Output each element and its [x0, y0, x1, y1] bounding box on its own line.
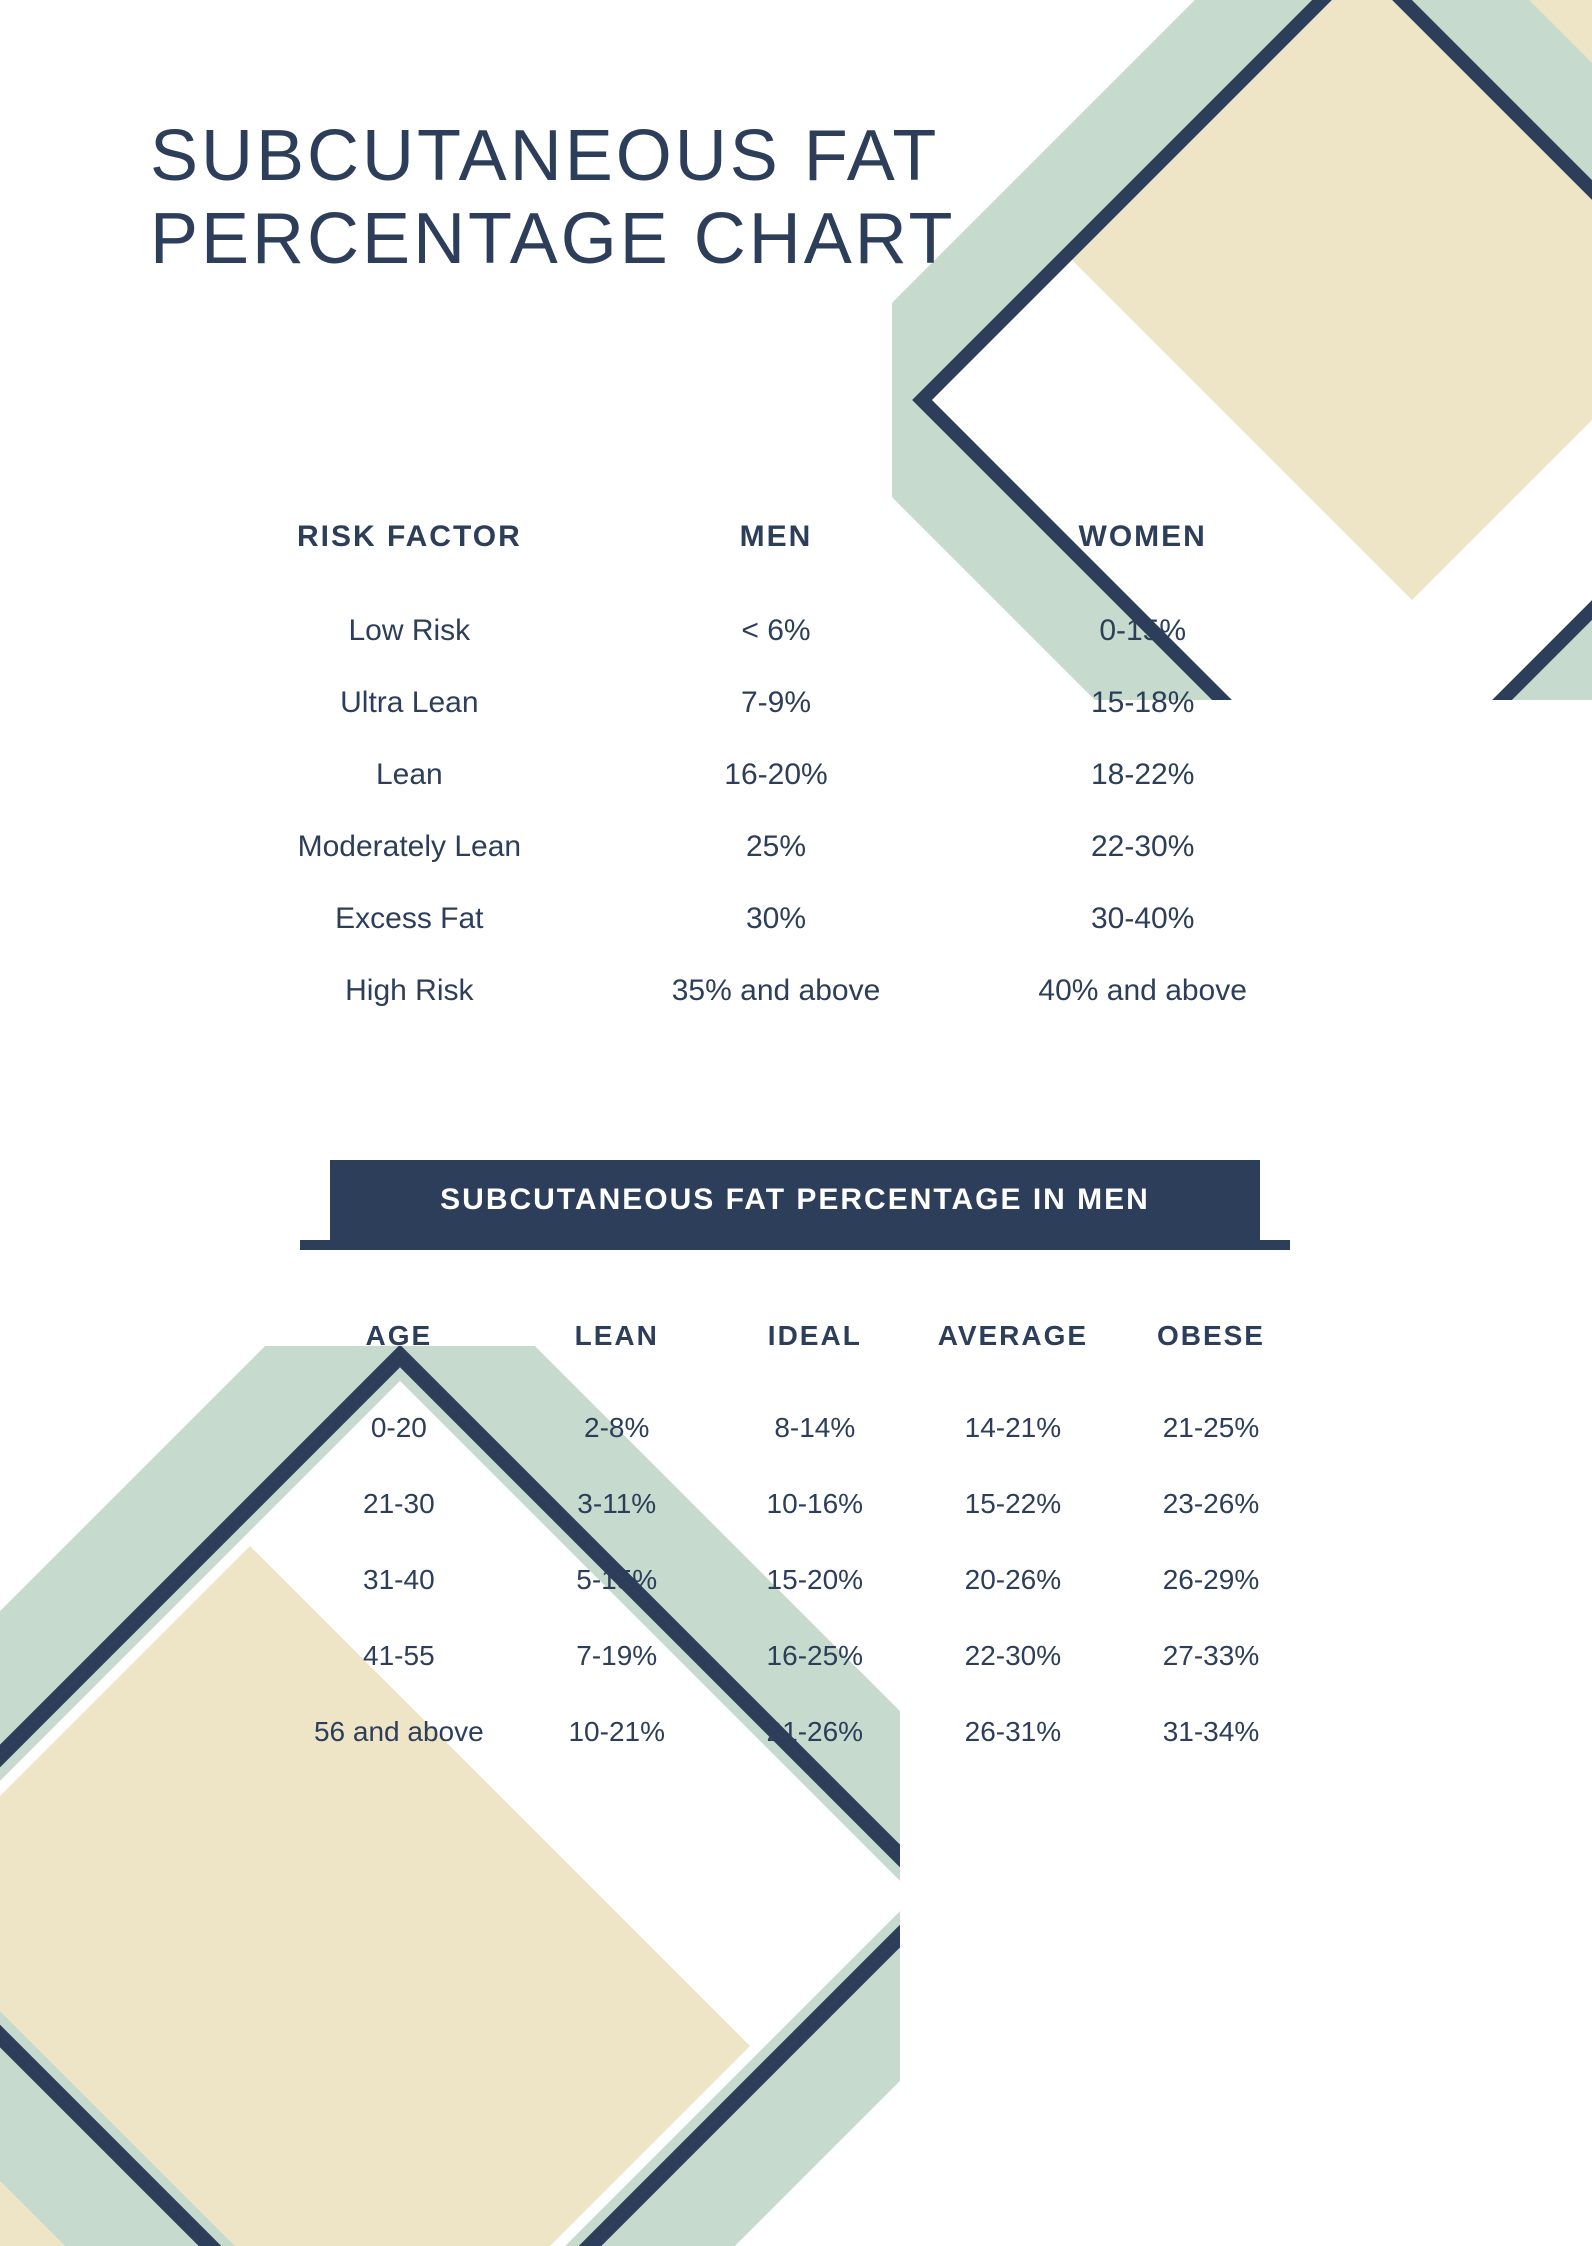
table-row: Low Risk < 6% 0-15%: [226, 614, 1326, 648]
cell: 8-14%: [716, 1412, 914, 1444]
table-row: 56 and above 10-21% 21-26% 26-31% 31-34%: [280, 1716, 1310, 1748]
col-header-women: WOMEN: [959, 520, 1326, 554]
cell: 21-25%: [1112, 1412, 1310, 1444]
cell: 15-18%: [959, 686, 1326, 720]
table-row: 41-55 7-19% 16-25% 22-30% 27-33%: [280, 1640, 1310, 1672]
cell: 0-15%: [959, 614, 1326, 648]
table-row: 21-30 3-11% 10-16% 15-22% 23-26%: [280, 1488, 1310, 1520]
col-header-lean: LEAN: [518, 1320, 716, 1352]
cell: 26-31%: [914, 1716, 1112, 1748]
cell: 31-34%: [1112, 1716, 1310, 1748]
section-banner: SUBCUTANEOUS FAT PERCENTAGE IN MEN: [330, 1160, 1260, 1240]
cell: 3-11%: [518, 1488, 716, 1520]
cell: Lean: [226, 758, 593, 792]
cell: 35% and above: [593, 974, 960, 1008]
cell: 16-20%: [593, 758, 960, 792]
risk-factor-table: RISK FACTOR MEN WOMEN Low Risk < 6% 0-15…: [226, 520, 1326, 1046]
col-header-men: MEN: [593, 520, 960, 554]
banner-underline: [300, 1240, 1290, 1250]
table-row: Ultra Lean 7-9% 15-18%: [226, 686, 1326, 720]
cell: 5-15%: [518, 1564, 716, 1596]
cell: Ultra Lean: [226, 686, 593, 720]
table-row: 0-20 2-8% 8-14% 14-21% 21-25%: [280, 1412, 1310, 1444]
col-header-age: AGE: [280, 1320, 518, 1352]
cell: 25%: [593, 830, 960, 864]
page-title: SUBCUTANEOUS FAT PERCENTAGE CHART: [150, 115, 955, 281]
cell: Moderately Lean: [226, 830, 593, 864]
cell: 18-22%: [959, 758, 1326, 792]
cell: 27-33%: [1112, 1640, 1310, 1672]
cell: 21-30: [280, 1488, 518, 1520]
col-header-obese: OBESE: [1112, 1320, 1310, 1352]
cell: 23-26%: [1112, 1488, 1310, 1520]
table-row: Excess Fat 30% 30-40%: [226, 902, 1326, 936]
cell: 22-30%: [914, 1640, 1112, 1672]
cell: 0-20: [280, 1412, 518, 1444]
cell: < 6%: [593, 614, 960, 648]
cell: 14-21%: [914, 1412, 1112, 1444]
cell: Low Risk: [226, 614, 593, 648]
table-row: High Risk 35% and above 40% and above: [226, 974, 1326, 1008]
col-header-risk: RISK FACTOR: [226, 520, 593, 554]
cell: 56 and above: [280, 1716, 518, 1748]
table-row: Moderately Lean 25% 22-30%: [226, 830, 1326, 864]
cell: 10-21%: [518, 1716, 716, 1748]
col-header-ideal: IDEAL: [716, 1320, 914, 1352]
cell: 41-55: [280, 1640, 518, 1672]
cell: 10-16%: [716, 1488, 914, 1520]
cell: 2-8%: [518, 1412, 716, 1444]
table-row: 31-40 5-15% 15-20% 20-26% 26-29%: [280, 1564, 1310, 1596]
men-table-header-row: AGE LEAN IDEAL AVERAGE OBESE: [280, 1320, 1310, 1352]
cell: 15-20%: [716, 1564, 914, 1596]
cell: 22-30%: [959, 830, 1326, 864]
title-line-1: SUBCUTANEOUS FAT: [150, 116, 939, 196]
banner-text: SUBCUTANEOUS FAT PERCENTAGE IN MEN: [440, 1183, 1150, 1217]
title-line-2: PERCENTAGE CHART: [150, 199, 955, 279]
men-age-table: AGE LEAN IDEAL AVERAGE OBESE 0-20 2-8% 8…: [280, 1320, 1310, 1792]
cell: 21-26%: [716, 1716, 914, 1748]
cell: 30-40%: [959, 902, 1326, 936]
risk-table-header-row: RISK FACTOR MEN WOMEN: [226, 520, 1326, 554]
col-header-average: AVERAGE: [914, 1320, 1112, 1352]
cell: 16-25%: [716, 1640, 914, 1672]
cell: 7-9%: [593, 686, 960, 720]
cell: Excess Fat: [226, 902, 593, 936]
table-row: Lean 16-20% 18-22%: [226, 758, 1326, 792]
cell: 40% and above: [959, 974, 1326, 1008]
cell: 31-40: [280, 1564, 518, 1596]
cell: 7-19%: [518, 1640, 716, 1672]
cell: 30%: [593, 902, 960, 936]
cell: 20-26%: [914, 1564, 1112, 1596]
cell: 15-22%: [914, 1488, 1112, 1520]
cell: High Risk: [226, 974, 593, 1008]
cell: 26-29%: [1112, 1564, 1310, 1596]
